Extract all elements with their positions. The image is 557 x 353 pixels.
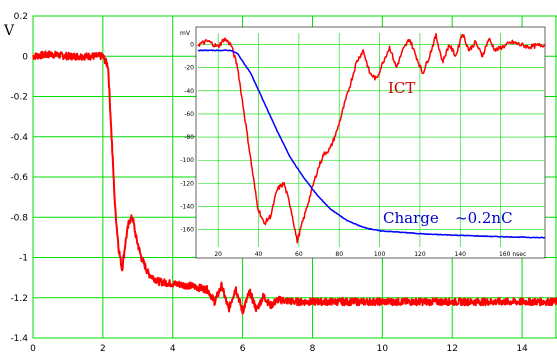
main-x-tick-label: 2 bbox=[100, 344, 106, 353]
main-y-tick-label: -0.2 bbox=[10, 93, 28, 103]
main-x-tick-label: 6 bbox=[240, 344, 246, 353]
main-y-tick-label: -0.4 bbox=[10, 133, 28, 143]
inset-x-tick-label: 40 bbox=[255, 251, 263, 258]
inset-x-tick-label: 20 bbox=[214, 251, 222, 258]
main-y-tick-label: 0 bbox=[22, 52, 28, 62]
inset-charge-line bbox=[197, 49, 546, 239]
inset-y-tick-label: -160 bbox=[180, 227, 194, 234]
main-series-line bbox=[32, 50, 557, 315]
main-y-tick-label: -1.2 bbox=[10, 294, 28, 304]
inset-x-tick-label: 120 bbox=[414, 251, 426, 258]
inset-y-tick-label: 0 bbox=[190, 42, 194, 49]
inset-y-tick-label: -120 bbox=[180, 180, 194, 187]
main-y-tick-label: -1.4 bbox=[10, 334, 28, 344]
main-y-tick-label: -1 bbox=[19, 254, 28, 264]
inset-y-tick-label: -80 bbox=[184, 134, 194, 141]
inset-y-axis-label: mV bbox=[180, 30, 191, 37]
inset-x-tick-label: 80 bbox=[335, 251, 343, 258]
main-x-tick-label: 4 bbox=[170, 344, 176, 353]
inset-chart: 20 40 60 80 100 120 140 160 nsec 0 -20 -40 -60 -80 -1… bbox=[180, 26, 546, 259]
inset-x-tick-label: 100 bbox=[374, 251, 386, 258]
inset-x-tick-label: 140 bbox=[455, 251, 467, 258]
main-x-tick-label: 0 bbox=[30, 344, 36, 353]
inset-y-tick-label: -20 bbox=[184, 65, 194, 72]
inset-y-tick-label: -60 bbox=[184, 111, 194, 118]
main-y-tick-label: -0.8 bbox=[10, 213, 28, 223]
inset-y-tick-label: -140 bbox=[180, 204, 194, 211]
inset-y-tick-label: -100 bbox=[180, 157, 194, 164]
main-x-tick-label: 12 bbox=[446, 344, 457, 353]
main-x-tick-label: 14 bbox=[516, 344, 528, 353]
inset-background bbox=[195, 26, 546, 259]
main-x-tick-label: 10 bbox=[377, 344, 389, 353]
main-y-tick-label: 0.2 bbox=[14, 12, 28, 22]
main-tick-labels: 0 2 4 6 8 10 12 14 0.2 0 -0.2 -0.4 -0.6 -0.8 -1 -1.2 -1.… bbox=[10, 12, 528, 353]
main-y-tick-label: -0.6 bbox=[10, 173, 28, 183]
inset-x-tick-label: 60 bbox=[295, 251, 303, 258]
main-frame bbox=[32, 15, 557, 339]
annotation-charge-value: ~0.2nC bbox=[455, 209, 513, 227]
inset-x-tick-label: 160 nsec bbox=[499, 251, 526, 258]
inset-y-tick-label: -40 bbox=[184, 88, 194, 95]
annotation-ict: ICT bbox=[388, 79, 415, 97]
main-x-tick-label: 8 bbox=[310, 344, 316, 353]
annotation-charge: Charge bbox=[383, 209, 439, 227]
main-y-axis-label: V bbox=[3, 23, 15, 39]
inset-tick-labels: 20 40 60 80 100 120 140 160 nsec 0 -20 -40 -60 -80 -1… bbox=[180, 42, 526, 258]
inset-ict-line bbox=[197, 32, 546, 244]
